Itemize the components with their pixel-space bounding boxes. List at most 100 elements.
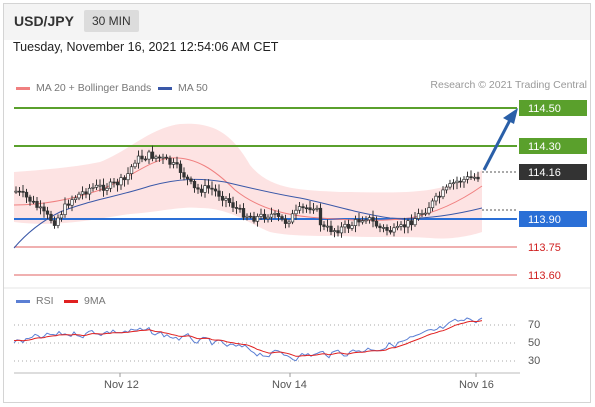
candle-body-29 xyxy=(115,181,120,186)
candle-body-104 xyxy=(378,225,382,229)
candle-body-32 xyxy=(126,173,130,181)
candle-body-84 xyxy=(308,207,312,211)
candle-body-85 xyxy=(311,208,316,211)
candle-body-67 xyxy=(248,215,253,218)
candle-body-126 xyxy=(455,180,459,184)
legend-rsi: RSI xyxy=(16,295,54,307)
candle-body-100 xyxy=(364,219,368,222)
candle-body-115 xyxy=(416,213,421,219)
candle-body-119 xyxy=(430,200,435,209)
level-text-114-50: 114.50 xyxy=(528,103,561,115)
level-text-113-75: 113.75 xyxy=(528,242,561,254)
rsi-swatch xyxy=(16,299,30,303)
candle-body-3 xyxy=(24,191,29,198)
candle-body-125 xyxy=(451,182,456,185)
candle-body-34 xyxy=(133,162,137,168)
legend-ma50: MA 50 xyxy=(158,82,208,94)
candle-body-33 xyxy=(129,166,134,175)
candle-body-110 xyxy=(399,224,403,227)
candle-body-99 xyxy=(360,220,365,223)
chart-datetime: Tuesday, November 16, 2021 12:54:06 AM C… xyxy=(13,40,279,54)
candle-body-132 xyxy=(476,176,480,180)
candle-body-13 xyxy=(59,214,64,219)
candle-body-49 xyxy=(185,176,190,180)
candle-body-114 xyxy=(413,218,417,226)
candle-body-59 xyxy=(220,195,225,201)
x-axis-label-nov12: Nov 12 xyxy=(104,379,139,391)
candle-body-112 xyxy=(406,220,410,228)
candle-body-82 xyxy=(301,206,305,209)
legend-ma50-label: MA 50 xyxy=(178,82,208,94)
level-label-114-16: 114.16 xyxy=(519,164,587,180)
candle-body-64 xyxy=(238,207,242,210)
rsi-9ma-line xyxy=(13,320,483,357)
candle-body-106 xyxy=(385,227,389,231)
candle-body-66 xyxy=(245,215,249,218)
candle-body-8 xyxy=(42,206,46,212)
candle-body-57 xyxy=(213,188,218,192)
candle-body-23 xyxy=(94,184,99,188)
candle-body-14 xyxy=(63,203,67,215)
candle-body-68 xyxy=(252,216,256,222)
candle-body-116 xyxy=(420,213,424,215)
candle-body-88 xyxy=(322,224,326,227)
candle-body-130 xyxy=(469,176,473,179)
candle-body-10 xyxy=(49,213,53,221)
candle-body-131 xyxy=(472,176,477,179)
rsi-label-70: 70 xyxy=(528,319,540,331)
candle-body-53 xyxy=(199,188,204,193)
legend-9ma-label: 9MA xyxy=(84,295,106,307)
level-text-114-30: 114.30 xyxy=(528,141,561,153)
candle-body-42 xyxy=(161,156,165,159)
candle-body-77 xyxy=(283,218,288,224)
candle-body-118 xyxy=(427,207,431,214)
candle-body-12 xyxy=(56,217,60,226)
candle-body-15 xyxy=(66,203,71,206)
level-label-114-50: 114.50 xyxy=(519,100,587,116)
symbol-label: USD/JPY xyxy=(14,13,74,29)
candle-body-7 xyxy=(38,206,43,209)
candle-body-69 xyxy=(255,216,260,222)
candle-body-44 xyxy=(168,157,172,165)
candle-body-107 xyxy=(388,230,393,233)
candle-body-43 xyxy=(164,156,169,159)
candle-body-95 xyxy=(346,223,351,229)
bollinger-band xyxy=(14,123,482,239)
rsi-label-30: 30 xyxy=(528,355,540,367)
candle-body-61 xyxy=(227,198,232,203)
candle-body-123 xyxy=(444,186,449,191)
candle-body-120 xyxy=(434,195,438,202)
candle-body-75 xyxy=(276,212,281,217)
projection-arrow-line xyxy=(482,119,512,171)
legend-ma20: MA 20 + Bollinger Bands xyxy=(16,82,151,94)
candle-body-50 xyxy=(189,178,193,182)
candle-body-48 xyxy=(182,172,186,178)
chart-frame: USD/JPY 30 MIN xyxy=(3,3,591,403)
candle-body-60 xyxy=(224,198,228,201)
candle-body-35 xyxy=(136,155,141,164)
ma20-swatch xyxy=(16,86,30,90)
rsi-label-50: 50 xyxy=(528,337,540,349)
candle-body-37 xyxy=(143,158,148,161)
x-axis-label-nov16: Nov 16 xyxy=(459,379,494,391)
candle-body-96 xyxy=(350,225,354,229)
candle-body-39 xyxy=(150,151,155,159)
candle-body-83 xyxy=(304,207,309,210)
candle-body-121 xyxy=(437,195,442,198)
level-text-113-60: 113.60 xyxy=(528,270,561,282)
candle-body-24 xyxy=(98,184,102,187)
9ma-swatch xyxy=(64,299,78,303)
candle-body-129 xyxy=(465,176,470,180)
ma50-swatch xyxy=(158,86,172,90)
timeframe-badge[interactable]: 30 MIN xyxy=(84,10,139,32)
candle-body-92 xyxy=(336,230,340,234)
candle-body-40 xyxy=(154,156,158,159)
candle-body-105 xyxy=(381,227,386,229)
level-text-114-16: 114.16 xyxy=(528,167,561,179)
x-axis-label-nov14: Nov 14 xyxy=(272,379,307,391)
candle-body-86 xyxy=(315,207,319,210)
candle-body-16 xyxy=(70,199,74,206)
candle-body-20 xyxy=(84,191,88,195)
candle-body-52 xyxy=(196,187,200,190)
